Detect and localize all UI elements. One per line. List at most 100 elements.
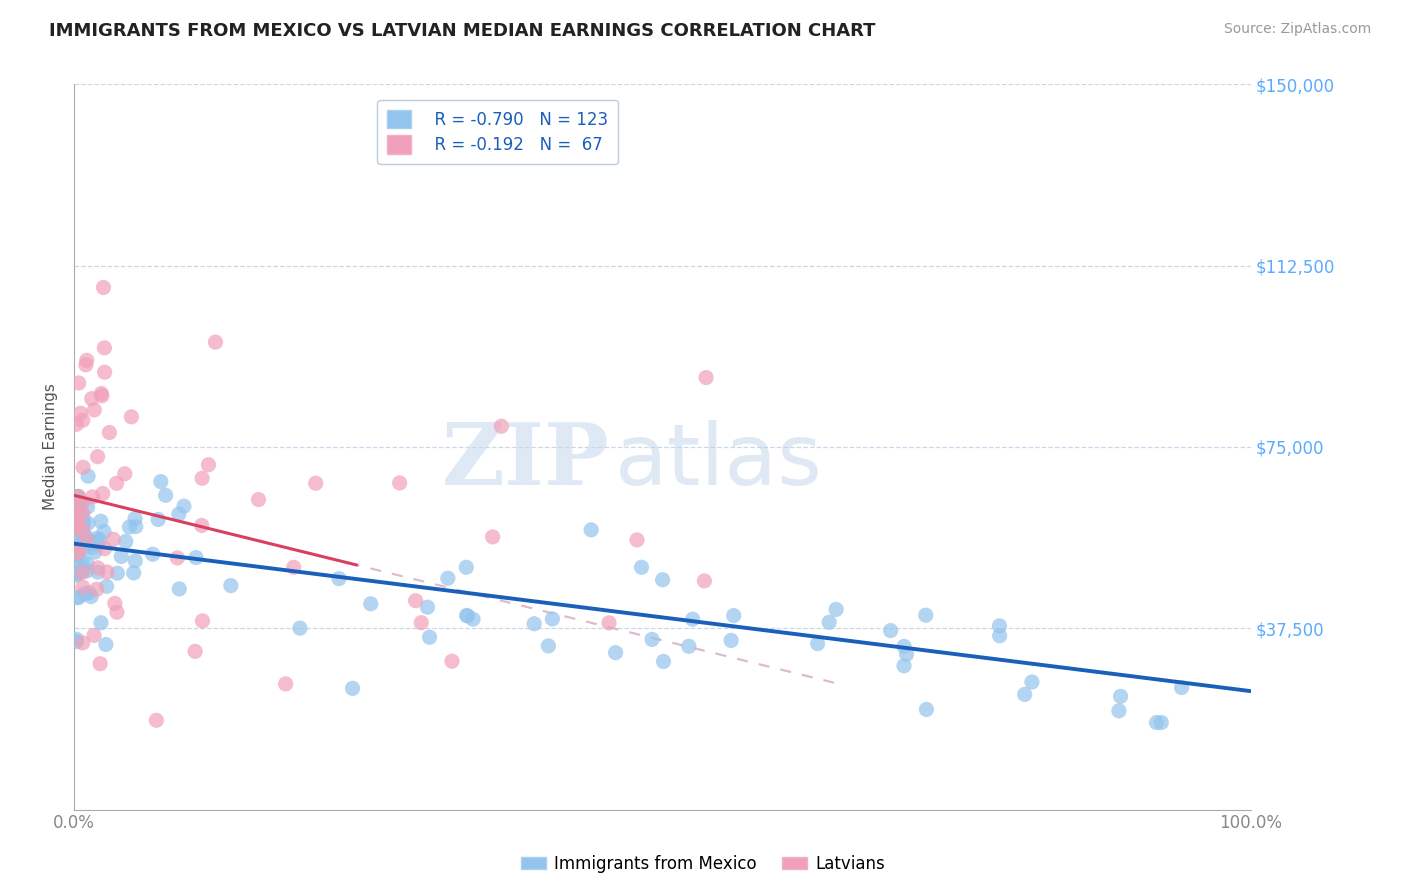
Point bbox=[72, 562, 94, 576]
Text: IMMIGRANTS FROM MEXICO VS LATVIAN MEDIAN EARNINGS CORRELATION CHART: IMMIGRANTS FROM MEXICO VS LATVIAN MEDIAN… bbox=[49, 22, 876, 40]
Point bbox=[124, 511, 146, 525]
Point bbox=[896, 647, 918, 661]
Point bbox=[65, 502, 87, 516]
Text: ZIP: ZIP bbox=[441, 419, 609, 503]
Point bbox=[65, 566, 87, 581]
Point bbox=[388, 475, 411, 490]
Text: Source: ZipAtlas.com: Source: ZipAtlas.com bbox=[1223, 22, 1371, 37]
Point bbox=[66, 516, 89, 531]
Point bbox=[65, 499, 87, 513]
Point bbox=[65, 541, 87, 555]
Point bbox=[89, 657, 111, 671]
Point bbox=[305, 476, 328, 491]
Point bbox=[405, 593, 427, 607]
Point bbox=[456, 560, 478, 574]
Point bbox=[723, 608, 745, 623]
Point bbox=[86, 582, 108, 597]
Point bbox=[69, 565, 91, 579]
Point bbox=[695, 370, 717, 384]
Point bbox=[167, 507, 190, 521]
Point bbox=[83, 628, 105, 642]
Point bbox=[120, 409, 142, 424]
Point bbox=[90, 615, 112, 630]
Point bbox=[125, 519, 148, 533]
Point bbox=[416, 600, 439, 615]
Point bbox=[283, 560, 305, 574]
Point bbox=[65, 515, 87, 529]
Point bbox=[142, 547, 165, 561]
Point bbox=[90, 514, 112, 528]
Point bbox=[89, 533, 111, 547]
Point bbox=[87, 561, 110, 575]
Point bbox=[893, 640, 915, 654]
Point bbox=[67, 517, 90, 532]
Point bbox=[419, 630, 441, 644]
Point bbox=[87, 565, 110, 579]
Point bbox=[118, 520, 141, 534]
Point bbox=[626, 533, 648, 547]
Point bbox=[93, 365, 115, 379]
Point bbox=[598, 615, 620, 630]
Point bbox=[1150, 715, 1173, 730]
Point bbox=[457, 609, 479, 624]
Point bbox=[65, 504, 87, 518]
Point bbox=[65, 554, 87, 568]
Point bbox=[105, 605, 128, 619]
Point bbox=[65, 521, 87, 535]
Point bbox=[72, 541, 94, 556]
Point bbox=[274, 677, 297, 691]
Point bbox=[65, 503, 87, 517]
Point bbox=[411, 615, 433, 630]
Point bbox=[818, 615, 841, 630]
Point bbox=[197, 458, 219, 472]
Point bbox=[247, 492, 270, 507]
Point bbox=[988, 629, 1011, 643]
Point bbox=[65, 496, 87, 510]
Point bbox=[72, 526, 94, 541]
Point bbox=[66, 548, 89, 562]
Point bbox=[1021, 675, 1043, 690]
Point bbox=[184, 644, 207, 658]
Point bbox=[65, 545, 87, 559]
Point bbox=[83, 536, 105, 550]
Point bbox=[76, 353, 98, 368]
Y-axis label: Median Earnings: Median Earnings bbox=[44, 384, 58, 510]
Point bbox=[72, 413, 94, 427]
Point bbox=[825, 602, 848, 616]
Point bbox=[65, 497, 87, 511]
Point bbox=[72, 506, 94, 520]
Point bbox=[66, 591, 89, 605]
Point bbox=[66, 490, 89, 504]
Point bbox=[70, 553, 93, 567]
Point bbox=[1109, 690, 1132, 704]
Point bbox=[72, 580, 94, 594]
Point bbox=[75, 529, 97, 543]
Point bbox=[80, 392, 103, 406]
Point bbox=[652, 655, 675, 669]
Point bbox=[169, 582, 191, 596]
Point bbox=[65, 546, 87, 560]
Point bbox=[191, 518, 214, 533]
Point bbox=[77, 516, 100, 531]
Point bbox=[72, 533, 94, 548]
Point bbox=[82, 541, 104, 555]
Point bbox=[67, 376, 90, 390]
Point bbox=[65, 566, 87, 581]
Point bbox=[124, 554, 146, 568]
Point bbox=[148, 512, 170, 526]
Point bbox=[65, 568, 87, 582]
Point bbox=[103, 533, 125, 547]
Point bbox=[65, 546, 87, 560]
Point bbox=[481, 530, 503, 544]
Point bbox=[80, 590, 103, 604]
Point bbox=[96, 565, 118, 579]
Point bbox=[70, 497, 93, 511]
Point bbox=[70, 513, 93, 527]
Point bbox=[219, 579, 242, 593]
Point bbox=[83, 403, 105, 417]
Point bbox=[456, 608, 478, 623]
Point bbox=[91, 486, 114, 500]
Point bbox=[76, 500, 98, 514]
Point bbox=[70, 537, 93, 551]
Point bbox=[65, 634, 87, 648]
